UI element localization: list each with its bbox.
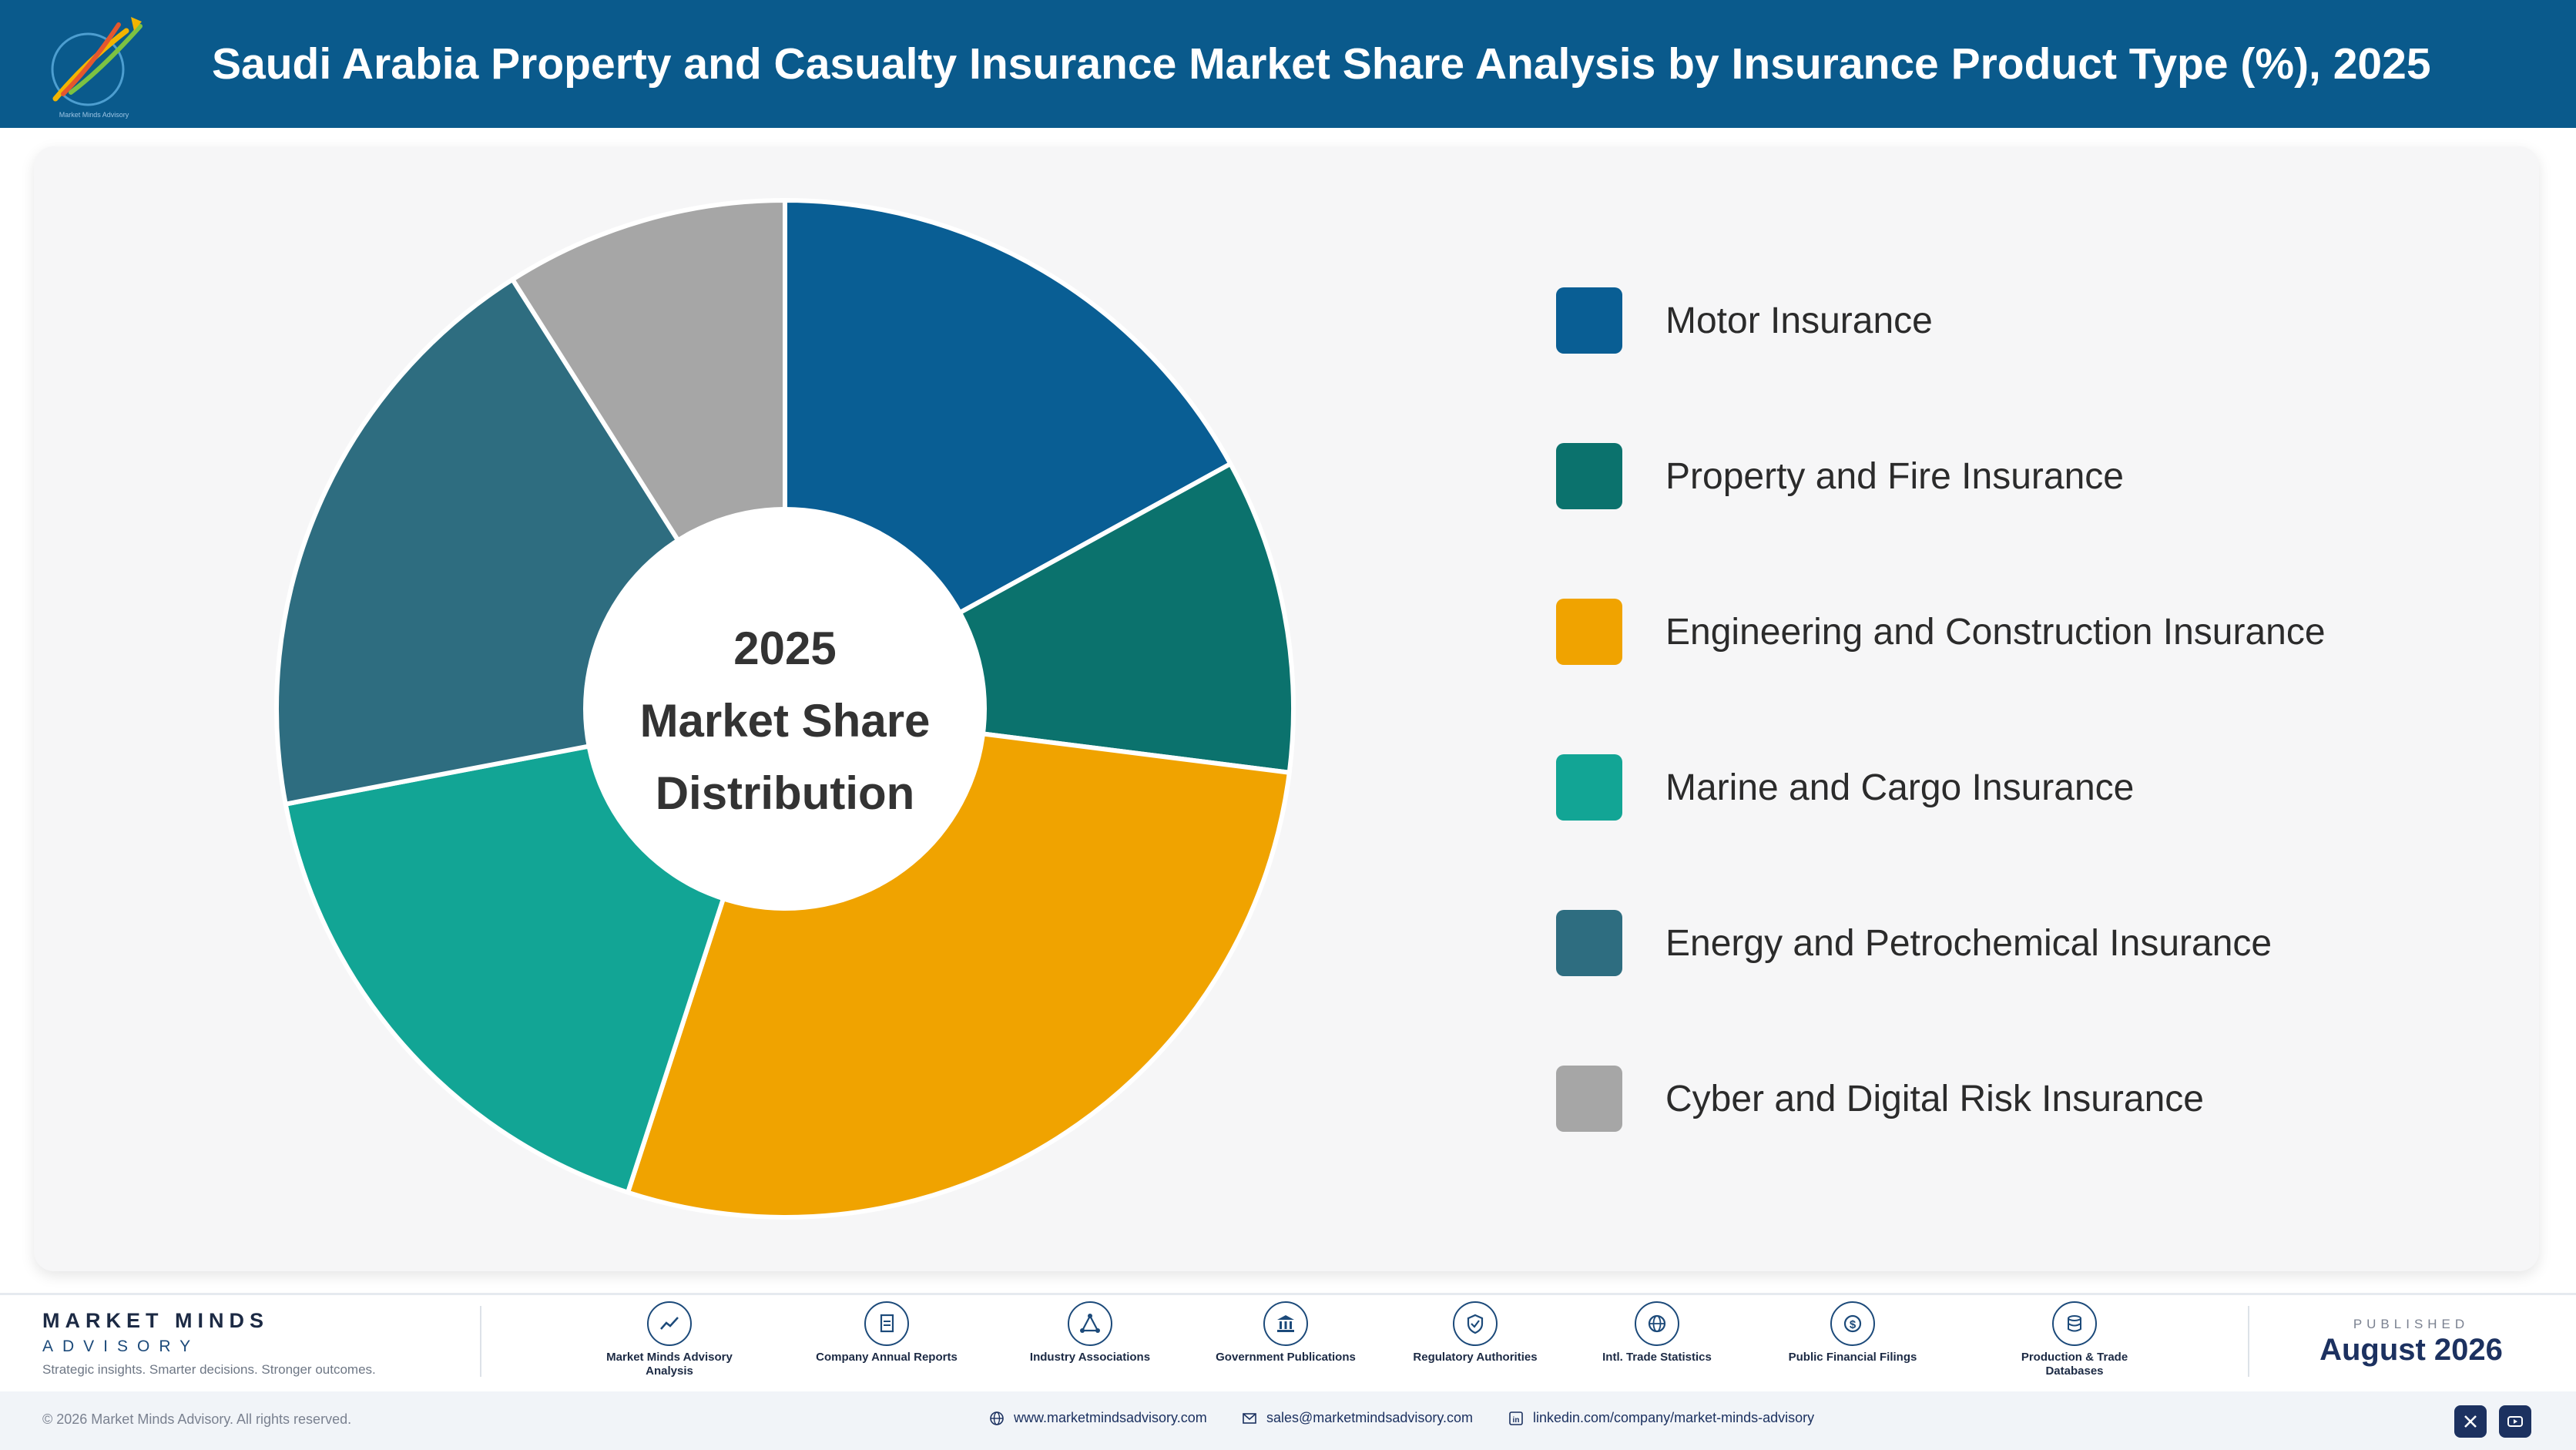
source-public-filings[interactable]: $ Public Financial Filings [1772, 1301, 1934, 1364]
copyright-text: © 2026 Market Minds Advisory. All rights… [42, 1411, 352, 1427]
page-title: Saudi Arabia Property and Casualty Insur… [212, 39, 2431, 89]
footer-divider-right [2248, 1306, 2249, 1377]
svg-text:$: $ [1850, 1318, 1857, 1331]
shield-check-icon [1453, 1301, 1498, 1346]
globe-icon [990, 1411, 1004, 1425]
legend-item-property-fire[interactable]: Property and Fire Insurance [1556, 441, 2527, 511]
source-label: Production & Trade Databases [2021, 1351, 2128, 1378]
footer: MARKET MINDS ADVISORY Strategic insights… [0, 1295, 2576, 1391]
legend-swatch [1556, 443, 1622, 509]
legend-item-marine[interactable]: Marine and Cargo Insurance [1556, 753, 2527, 822]
source-trade-statistics[interactable]: Intl. Trade Statistics [1576, 1301, 1738, 1364]
government-building-icon [1263, 1301, 1308, 1346]
legend-label: Property and Fire Insurance [1665, 455, 2124, 497]
published-label: PUBLISHED [2353, 1317, 2470, 1331]
legend-swatch [1556, 1066, 1622, 1132]
legend-swatch [1556, 910, 1622, 976]
document-icon [864, 1301, 909, 1346]
x-social-button[interactable] [2454, 1405, 2487, 1438]
legend-label: Energy and Petrochemical Insurance [1665, 922, 2272, 964]
footer-divider [0, 1293, 2576, 1295]
legend-swatch [1556, 287, 1622, 354]
source-regulatory-authorities[interactable]: Regulatory Authorities [1394, 1301, 1556, 1364]
legend-item-energy[interactable]: Energy and Petrochemical Insurance [1556, 908, 2527, 978]
website-link[interactable]: www.marketmindsadvisory.com [989, 1410, 1207, 1426]
linkedin-icon: in [1509, 1411, 1523, 1425]
dollar-coin-icon: $ [1830, 1301, 1875, 1346]
source-label: Government Publications [1216, 1351, 1356, 1364]
youtube-icon [2507, 1416, 2523, 1427]
youtube-social-button[interactable] [2499, 1405, 2531, 1438]
source-label: Regulatory Authorities [1413, 1351, 1538, 1364]
brand-subtitle: ADVISORY [42, 1338, 200, 1355]
source-label: Company Annual Reports [816, 1351, 958, 1364]
x-logo-icon [2464, 1415, 2477, 1428]
source-label: Market Minds Advisory Analysis [606, 1351, 733, 1378]
source-industry-associations[interactable]: Industry Associations [1009, 1301, 1171, 1364]
source-label: Public Financial Filings [1788, 1351, 1917, 1364]
network-icon [1068, 1301, 1112, 1346]
source-label: Intl. Trade Statistics [1602, 1351, 1712, 1364]
svg-text:Market Minds Advisory: Market Minds Advisory [59, 111, 129, 119]
email-text: sales@marketmindsadvisory.com [1266, 1410, 1474, 1425]
brand-tagline: Strategic insights. Smarter decisions. S… [42, 1362, 376, 1377]
linkedin-link[interactable]: in linkedin.com/company/market-minds-adv… [1508, 1410, 1814, 1426]
header-bar: Market Minds Advisory Saudi Arabia Prope… [0, 0, 2576, 128]
bottom-bar: © 2026 Market Minds Advisory. All rights… [0, 1391, 2576, 1450]
company-logo: Market Minds Advisory [51, 17, 143, 119]
legend-swatch [1556, 754, 1622, 821]
source-company-reports[interactable]: Company Annual Reports [806, 1301, 968, 1364]
legend-label: Motor Insurance [1665, 300, 1933, 341]
published-date: August 2026 [2319, 1333, 2503, 1367]
brand-name: MARKET MINDS [42, 1309, 269, 1332]
email-link[interactable]: sales@marketmindsadvisory.com [1242, 1410, 1473, 1426]
legend-item-cyber[interactable]: Cyber and Digital Risk Insurance [1556, 1064, 2527, 1133]
legend-swatch [1556, 599, 1622, 665]
legend-item-engineering[interactable]: Engineering and Construction Insurance [1556, 597, 2527, 666]
legend-label: Engineering and Construction Insurance [1665, 611, 2326, 653]
source-market-minds-analysis[interactable]: Market Minds Advisory Analysis [589, 1301, 750, 1378]
legend-item-motor[interactable]: Motor Insurance [1556, 286, 2527, 355]
legend-label: Marine and Cargo Insurance [1665, 767, 2135, 808]
website-text: www.marketmindsadvisory.com [1014, 1410, 1207, 1425]
source-label: Industry Associations [1029, 1351, 1151, 1364]
source-trade-databases[interactable]: Production & Trade Databases [1994, 1301, 2155, 1378]
mail-icon [1243, 1412, 1256, 1424]
footer-divider-left [480, 1306, 481, 1377]
svg-text:in: in [1513, 1416, 1520, 1425]
chart-line-icon [647, 1301, 692, 1346]
legend-label: Cyber and Digital Risk Insurance [1665, 1078, 2204, 1119]
source-government-publications[interactable]: Government Publications [1205, 1301, 1367, 1364]
database-icon [2052, 1301, 2097, 1346]
linkedin-text: linkedin.com/company/market-minds-adviso… [1533, 1410, 1815, 1425]
globe-icon [1635, 1301, 1679, 1346]
